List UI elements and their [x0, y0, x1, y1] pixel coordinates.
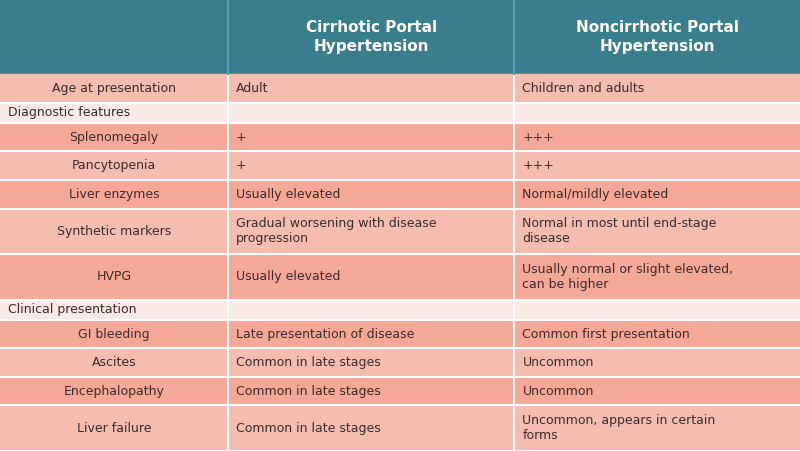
Bar — [514, 320, 800, 348]
Bar — [0, 208, 228, 254]
Text: GI bleeding: GI bleeding — [78, 327, 150, 341]
Bar — [228, 74, 514, 103]
Text: HVPG: HVPG — [97, 271, 131, 284]
Text: Splenomegaly: Splenomegaly — [70, 131, 158, 144]
Text: Uncommon: Uncommon — [522, 385, 594, 398]
Text: Cirrhotic Portal
Hypertension: Cirrhotic Portal Hypertension — [306, 20, 437, 54]
Bar — [0, 103, 228, 123]
Bar — [0, 123, 228, 152]
Text: Liver enzymes: Liver enzymes — [69, 188, 159, 201]
Bar — [0, 348, 228, 377]
Text: Synthetic markers: Synthetic markers — [57, 225, 171, 238]
Text: Common in late stages: Common in late stages — [236, 422, 381, 435]
Bar — [514, 180, 800, 208]
Text: Usually elevated: Usually elevated — [236, 271, 340, 284]
Text: Pancytopenia: Pancytopenia — [72, 159, 156, 172]
Text: Uncommon: Uncommon — [522, 356, 594, 369]
Bar — [228, 348, 514, 377]
Text: +++: +++ — [522, 159, 554, 172]
Bar — [0, 180, 228, 208]
Bar — [0, 377, 228, 405]
Text: +: + — [236, 159, 246, 172]
Text: Common in late stages: Common in late stages — [236, 385, 381, 398]
Bar — [0, 405, 228, 451]
Text: Uncommon, appears in certain
forms: Uncommon, appears in certain forms — [522, 414, 716, 442]
Bar — [514, 0, 800, 74]
Text: Common in late stages: Common in late stages — [236, 356, 381, 369]
Text: Ascites: Ascites — [92, 356, 136, 369]
Bar — [228, 405, 514, 451]
Bar — [0, 300, 228, 320]
Text: Usually elevated: Usually elevated — [236, 188, 340, 201]
Text: Liver failure: Liver failure — [77, 422, 151, 435]
Text: Adult: Adult — [236, 82, 269, 95]
Text: Late presentation of disease: Late presentation of disease — [236, 327, 414, 341]
Text: Gradual worsening with disease
progression: Gradual worsening with disease progressi… — [236, 217, 437, 245]
Text: Encephalopathy: Encephalopathy — [63, 385, 165, 398]
Bar — [228, 103, 514, 123]
Bar — [514, 377, 800, 405]
Bar — [514, 405, 800, 451]
Text: +: + — [236, 131, 246, 144]
Text: Clinical presentation: Clinical presentation — [8, 303, 137, 316]
Bar — [228, 0, 514, 74]
Bar — [228, 377, 514, 405]
Bar — [514, 208, 800, 254]
Bar — [228, 254, 514, 300]
Bar — [0, 254, 228, 300]
Bar — [0, 74, 228, 103]
Text: Noncirrhotic Portal
Hypertension: Noncirrhotic Portal Hypertension — [576, 20, 738, 54]
Text: Children and adults: Children and adults — [522, 82, 645, 95]
Bar — [514, 74, 800, 103]
Bar — [228, 180, 514, 208]
Text: Common first presentation: Common first presentation — [522, 327, 690, 341]
Bar — [514, 254, 800, 300]
Text: Age at presentation: Age at presentation — [52, 82, 176, 95]
Bar — [228, 300, 514, 320]
Text: Normal/mildly elevated: Normal/mildly elevated — [522, 188, 669, 201]
Text: +++: +++ — [522, 131, 554, 144]
Text: Usually normal or slight elevated,
can be higher: Usually normal or slight elevated, can b… — [522, 263, 734, 291]
Bar — [514, 152, 800, 180]
Text: Diagnostic features: Diagnostic features — [8, 106, 130, 120]
Bar — [228, 320, 514, 348]
Bar — [514, 103, 800, 123]
Bar — [0, 320, 228, 348]
Bar — [0, 152, 228, 180]
Text: Normal in most until end-stage
disease: Normal in most until end-stage disease — [522, 217, 717, 245]
Bar — [514, 348, 800, 377]
Bar — [228, 152, 514, 180]
Bar — [0, 0, 228, 74]
Bar — [514, 123, 800, 152]
Bar — [514, 300, 800, 320]
Bar — [228, 123, 514, 152]
Bar — [228, 208, 514, 254]
